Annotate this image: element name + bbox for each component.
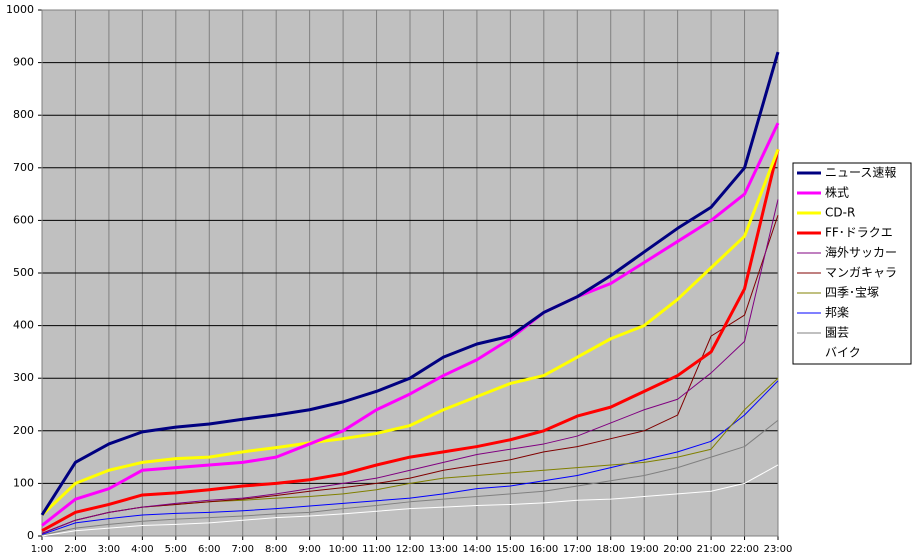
- series-line: [41, 380, 779, 535]
- series-line: [41, 214, 779, 534]
- y-tick-label: 500: [13, 266, 34, 279]
- series-line: [41, 149, 780, 533]
- x-tick-label: 11:00: [362, 544, 391, 555]
- x-tick-label: 13:00: [429, 544, 458, 555]
- legend-label: バイク: [825, 346, 861, 360]
- legend-label: 株式: [825, 185, 849, 200]
- x-tick-label: 18:00: [596, 544, 625, 555]
- legend-box: [792, 162, 912, 365]
- x-tick-label: 21:00: [697, 544, 726, 555]
- legend-label: マンガキャラ: [825, 266, 897, 280]
- series-line: [40, 51, 780, 516]
- x-tick-label: 14:00: [462, 544, 491, 555]
- x-tick-label: 15:00: [496, 544, 525, 555]
- x-tick-label: 23:00: [764, 544, 793, 555]
- y-tick-label: 400: [13, 319, 34, 332]
- x-tick-label: 4:00: [131, 544, 153, 555]
- series-line: [41, 199, 779, 534]
- y-tick-label: 700: [13, 161, 34, 174]
- y-tick-label: 1000: [6, 3, 34, 16]
- legend-label: FF･ドラクエ: [825, 226, 893, 240]
- x-tick-label: 20:00: [663, 544, 692, 555]
- legend-label: ニュース速報: [825, 166, 896, 180]
- y-tick-label: 600: [13, 213, 34, 226]
- x-tick-label: 5:00: [165, 544, 187, 555]
- legend-label: 邦楽: [825, 306, 849, 320]
- series-line: [40, 148, 780, 517]
- x-tick-label: 1:00: [31, 544, 53, 555]
- y-tick-label: 200: [13, 424, 34, 437]
- x-tick-label: 22:00: [730, 544, 759, 555]
- x-tick-label: 12:00: [396, 544, 425, 555]
- legend-label: 園芸: [825, 326, 849, 340]
- y-tick-label: 800: [13, 108, 34, 121]
- series-line: [41, 122, 780, 527]
- plot-border: [41, 9, 779, 537]
- series-line: [41, 464, 779, 537]
- x-tick-label: 7:00: [231, 544, 253, 555]
- legend-label: 四季･宝塚: [825, 286, 879, 300]
- y-tick-label: 0: [27, 529, 34, 542]
- x-tick-label: 19:00: [630, 544, 659, 555]
- x-tick-label: 2:00: [64, 544, 86, 555]
- legend-label: 海外サッカー: [825, 245, 897, 260]
- y-tick-label: 300: [13, 371, 34, 384]
- y-tick-label: 100: [13, 476, 34, 489]
- y-tick-label: 900: [13, 56, 34, 69]
- x-tick-label: 10:00: [329, 544, 358, 555]
- x-tick-label: 17:00: [563, 544, 592, 555]
- x-tick-label: 8:00: [265, 544, 287, 555]
- legend-label: CD-R: [825, 206, 855, 220]
- x-tick-label: 6:00: [198, 544, 220, 555]
- x-tick-label: 3:00: [98, 544, 120, 555]
- x-tick-label: 16:00: [529, 544, 558, 555]
- series-line: [41, 419, 779, 536]
- x-tick-label: 9:00: [298, 544, 320, 555]
